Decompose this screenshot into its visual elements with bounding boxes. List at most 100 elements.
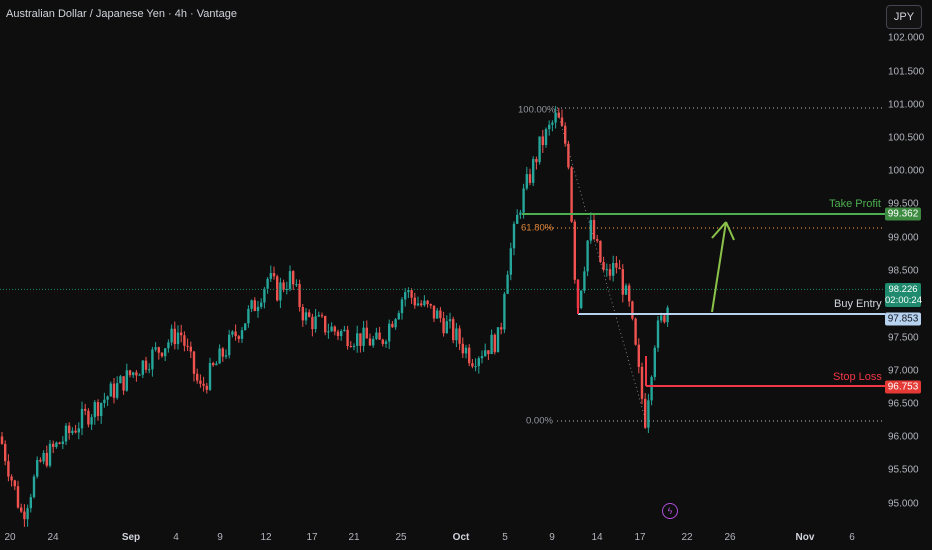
candle-body bbox=[471, 363, 474, 367]
candle-body bbox=[624, 285, 628, 295]
candle-body bbox=[528, 174, 532, 183]
candle-body bbox=[74, 430, 77, 433]
time-tick: 20 bbox=[4, 532, 16, 543]
current-price-tag[interactable]: 98.226 02:00:24 bbox=[885, 283, 922, 307]
candlestick-series bbox=[0, 105, 669, 527]
candle-body bbox=[340, 330, 343, 337]
candle-body bbox=[362, 327, 365, 346]
candle-body bbox=[192, 351, 196, 374]
symbol-title[interactable]: Australian Dollar / Japanese Yen · 4h · … bbox=[6, 8, 237, 20]
candle-body bbox=[372, 338, 375, 346]
candle-body bbox=[394, 319, 397, 328]
candle-body bbox=[333, 326, 336, 332]
candle-body bbox=[276, 276, 279, 301]
candle-body bbox=[602, 262, 605, 270]
candle-body bbox=[426, 300, 429, 305]
candle-body bbox=[589, 219, 592, 241]
candle-body bbox=[647, 400, 650, 428]
candle-body bbox=[52, 443, 55, 447]
candle-body bbox=[608, 269, 612, 276]
candle-body bbox=[487, 350, 490, 355]
candle-body bbox=[493, 334, 496, 353]
candle-body bbox=[132, 372, 135, 376]
candle-body bbox=[298, 284, 301, 308]
candle-body bbox=[202, 383, 205, 386]
candle-body bbox=[567, 143, 570, 168]
candle-body bbox=[173, 328, 176, 345]
candle-body bbox=[336, 331, 340, 337]
candle-body bbox=[160, 352, 164, 357]
price-tick: 99.000 bbox=[888, 232, 919, 244]
candle-body bbox=[212, 363, 215, 366]
candle-body bbox=[461, 343, 464, 354]
candle-body bbox=[432, 305, 436, 319]
candle-body bbox=[39, 459, 42, 462]
candle-body bbox=[522, 188, 525, 213]
candle-body bbox=[154, 347, 157, 350]
candle-body bbox=[138, 374, 141, 376]
candle-body bbox=[157, 347, 160, 353]
candle-body bbox=[436, 310, 439, 319]
candle-body bbox=[615, 263, 618, 268]
time-tick: Nov bbox=[795, 532, 815, 543]
price-tick: 97.000 bbox=[888, 365, 919, 377]
fib-label-0: 0.00% bbox=[526, 415, 553, 427]
candle-body bbox=[32, 476, 36, 498]
price-tick: 102.000 bbox=[888, 32, 925, 44]
price-tick: 97.500 bbox=[888, 332, 919, 344]
candle-body bbox=[346, 329, 349, 347]
candle-body bbox=[55, 442, 58, 447]
stop-loss-price-tag[interactable]: 96.753 bbox=[885, 380, 921, 394]
candle-body bbox=[343, 329, 346, 331]
candle-body bbox=[68, 425, 71, 434]
candle-body bbox=[365, 327, 368, 339]
currency-button[interactable]: JPY bbox=[886, 5, 922, 29]
candle-body bbox=[42, 452, 45, 462]
candle-body bbox=[183, 335, 186, 346]
candle-body bbox=[464, 347, 468, 354]
candle-body bbox=[279, 282, 282, 301]
candle-body bbox=[128, 370, 132, 376]
candle-body bbox=[596, 239, 599, 241]
take-profit-price-tag[interactable]: 99.362 bbox=[885, 207, 921, 221]
time-tick: 5 bbox=[502, 532, 508, 543]
candle-body bbox=[650, 376, 653, 401]
candle-body bbox=[384, 341, 388, 344]
candle-body bbox=[256, 306, 260, 312]
candle-body bbox=[612, 263, 615, 276]
candle-body bbox=[141, 360, 144, 375]
time-tick: 17 bbox=[306, 532, 318, 543]
candle-body bbox=[564, 125, 567, 144]
candle-body bbox=[544, 129, 548, 146]
price-tick: 101.000 bbox=[888, 99, 925, 111]
candle-body bbox=[167, 342, 170, 349]
candle-body bbox=[388, 323, 391, 342]
candle-body bbox=[663, 315, 666, 323]
candle-body bbox=[644, 398, 647, 428]
candle-body bbox=[423, 300, 426, 306]
candle-body bbox=[442, 318, 445, 334]
candle-body bbox=[452, 319, 455, 341]
candle-body bbox=[116, 383, 119, 398]
candle-body bbox=[263, 288, 266, 303]
candle-body bbox=[573, 221, 576, 280]
candle-body bbox=[416, 303, 420, 306]
target-arrow-shaft bbox=[711, 221, 727, 313]
candle-body bbox=[605, 269, 608, 271]
candle-body bbox=[330, 326, 333, 332]
candle-body bbox=[420, 303, 423, 306]
flash-event-icon[interactable]: ϟ bbox=[662, 503, 678, 519]
candle-body bbox=[349, 346, 352, 348]
candle-body bbox=[16, 486, 20, 508]
time-tick: 17 bbox=[634, 532, 646, 543]
candle-body bbox=[506, 274, 509, 294]
candle-body bbox=[164, 348, 167, 357]
candle-body bbox=[448, 319, 452, 322]
fib-trend-line bbox=[556, 109, 646, 419]
buy-entry-price-tag[interactable]: 97.853 bbox=[885, 312, 921, 326]
candle-body bbox=[61, 441, 64, 444]
candle-body bbox=[240, 330, 244, 339]
candle-body bbox=[64, 425, 68, 442]
candle-body bbox=[548, 124, 551, 130]
